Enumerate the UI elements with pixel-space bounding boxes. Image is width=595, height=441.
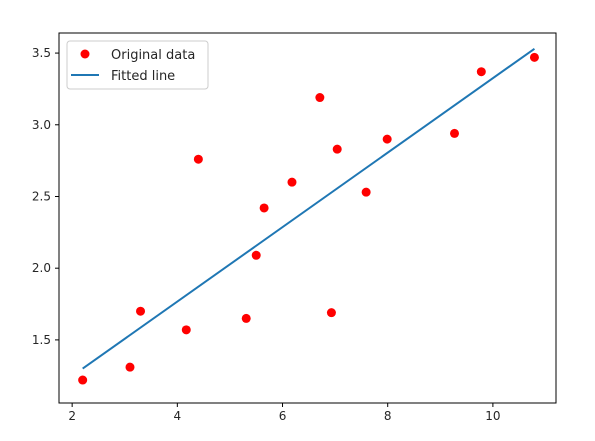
legend-label-original-data: Original data	[111, 48, 195, 63]
data-point	[315, 93, 325, 103]
data-point	[449, 128, 459, 138]
x-tick-label: 2	[68, 409, 76, 423]
data-point	[382, 134, 392, 144]
data-point	[326, 308, 336, 318]
data-point	[181, 325, 191, 335]
y-axis: 1.5 2.0 2.5 3.0 3.5	[32, 46, 59, 347]
data-point	[193, 154, 203, 164]
legend-marker-original-data	[80, 49, 90, 59]
data-point	[332, 144, 342, 154]
x-tick-label: 4	[174, 409, 182, 423]
fitted-line	[82, 47, 536, 370]
fit-layer	[82, 47, 536, 370]
data-point	[241, 313, 251, 323]
plot-frame	[58, 32, 557, 404]
y-tick-label: 1.5	[32, 333, 51, 347]
legend: Original data Fitted line	[66, 40, 209, 90]
legend-label-fitted-line: Fitted line	[111, 69, 175, 84]
data-point	[78, 375, 88, 385]
data-point	[287, 177, 297, 187]
y-tick-label: 3.5	[32, 46, 51, 60]
data-point	[136, 306, 146, 316]
x-tick-label: 10	[485, 409, 500, 423]
x-tick-label: 8	[384, 409, 392, 423]
data-point	[251, 250, 261, 260]
data-point	[476, 67, 486, 77]
data-point	[361, 187, 371, 197]
legend-box	[66, 40, 209, 90]
data-point	[125, 362, 135, 372]
data-point	[259, 203, 269, 213]
x-tick-label: 6	[279, 409, 287, 423]
data-point	[529, 52, 539, 62]
y-tick-label: 2.0	[32, 261, 51, 275]
y-tick-label: 2.5	[32, 189, 51, 203]
points-layer	[78, 52, 539, 385]
y-tick-label: 3.0	[32, 118, 51, 132]
x-axis: 2 4 6 8 10	[68, 403, 501, 423]
